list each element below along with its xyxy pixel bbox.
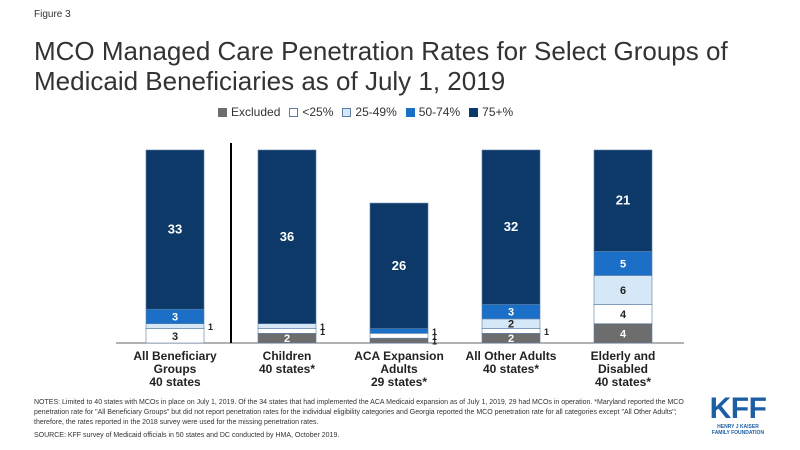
bar-segment (257, 328, 317, 334)
legend-item-50-74: 50-74% (405, 105, 461, 119)
data-label: 3 (172, 331, 178, 343)
legend-item-75plus: 75+% (469, 105, 513, 119)
data-label: 32 (504, 219, 518, 234)
logo-text: KFF (709, 392, 767, 425)
legend-label-lt25: <25% (302, 105, 334, 119)
data-label: 3 (508, 307, 514, 319)
legend-swatch-75plus (469, 107, 479, 117)
data-label: 1 (208, 322, 213, 332)
data-label: 1 (320, 322, 325, 332)
category-label: Disabled (598, 362, 648, 376)
logo-subtext-1: HENRY J KAISER (717, 424, 759, 430)
footer-source: SOURCE: KFF survey of Medicaid officials… (34, 432, 340, 439)
bar-segment (369, 337, 429, 344)
legend-label-25-49: 25-49% (355, 105, 397, 119)
bar-segment (369, 328, 429, 334)
category-label: Adults (380, 362, 418, 376)
category-label: 40 states* (259, 362, 315, 376)
figure-label: Figure 3 (34, 9, 71, 20)
bar-segment (369, 333, 429, 339)
kff-logo: KFF HENRY J KAISER FAMILY FOUNDATION (702, 392, 774, 437)
bar-segment (481, 149, 541, 305)
category-label: 40 states* (483, 362, 539, 376)
legend-label-50-74: 50-74% (418, 105, 461, 119)
data-label: 6 (620, 285, 626, 297)
bar-segment (593, 149, 653, 252)
data-label: 2 (284, 333, 290, 345)
legend-item-25-49: 25-49% (342, 105, 397, 119)
category-label: All Other Adults (466, 349, 557, 363)
data-label: 1 (544, 327, 549, 337)
data-label: 36 (280, 229, 294, 244)
bar-segment (369, 202, 429, 329)
bar-segment (145, 149, 205, 310)
legend-label-75plus: 75+% (482, 105, 514, 119)
legend: Excluded <25% 25-49% 50-74% 75+% (218, 104, 522, 120)
bar-segment (257, 323, 317, 329)
legend-item-lt25: <25% (289, 105, 333, 119)
category-label: Groups (154, 362, 197, 376)
data-label: 1 (432, 332, 437, 342)
legend-swatch-excluded (218, 107, 227, 117)
footer-notes: NOTES: Limited to 40 states with MCOs in… (34, 399, 684, 426)
logo-subtext-2: FAMILY FOUNDATION (711, 430, 765, 436)
legend-label-excluded: Excluded (231, 105, 281, 119)
category-label: ACA Expansion (354, 349, 444, 363)
category-label: 29 states* (371, 375, 427, 389)
chart-title: MCO Managed Care Penetration Rates for S… (34, 36, 728, 96)
data-label: 3 (172, 311, 178, 323)
data-label: 1 (432, 337, 437, 347)
category-label: Children (263, 349, 312, 363)
data-label: 26 (392, 258, 406, 273)
category-label: 40 states* (595, 375, 651, 389)
data-label: 1 (432, 327, 437, 337)
legend-item-excluded: Excluded (218, 105, 280, 119)
data-label: 21 (616, 193, 630, 208)
bar-segment (257, 149, 317, 324)
data-label: 4 (620, 309, 627, 321)
data-label: 4 (620, 328, 627, 340)
category-label: Elderly and (591, 349, 656, 363)
category-label: 40 states (149, 375, 201, 389)
bar-segment (145, 323, 205, 329)
data-label: 2 (508, 319, 514, 331)
bar-segment (593, 275, 653, 305)
bar-segment (593, 251, 653, 276)
data-label: 1 (320, 327, 325, 337)
category-label: All Beneficiary (133, 349, 217, 363)
legend-swatch-lt25 (289, 107, 299, 117)
data-label: 5 (620, 258, 626, 270)
legend-swatch-50-74 (405, 107, 415, 117)
data-label: 33 (168, 222, 182, 237)
legend-swatch-25-49 (342, 107, 352, 117)
data-label: 2 (508, 333, 514, 345)
